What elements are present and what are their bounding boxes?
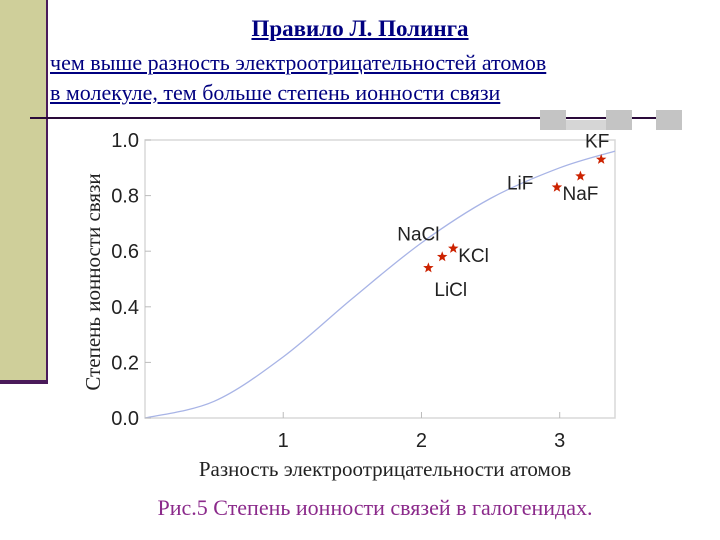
point-label-kf: KF [585,131,609,152]
points-layer: KF NaF LiF NaCl KCl LiCl [397,131,609,300]
curve-layer [144,150,616,419]
x-axis-label: Разность электроотрицательности атомов [199,457,571,481]
slide-title: Правило Л. Полинга [251,16,469,41]
deco-tile-4 [566,120,606,130]
y-ticks: 0.0 0.2 0.4 0.6 0.8 1.0 [111,130,151,430]
data-point-kcl [436,251,448,262]
title-divider [30,117,682,119]
x-ticks: 1 2 3 [278,412,565,452]
y-tick-label: 0.6 [111,241,139,263]
y-tick-label: 0.4 [111,297,139,319]
rule-text-line-2: в молекуле, тем больше степень ионности … [50,80,501,105]
deco-tile-3 [656,110,682,130]
y-tick-label: 0.8 [111,186,139,208]
y-axis-label: Степень ионности связи [81,173,105,390]
decorative-sidebar [0,0,48,382]
x-tick-label: 1 [278,430,289,452]
sidebar-foot [0,380,48,384]
figure-caption: Рис.5 Степень ионности связей в галогени… [157,495,593,520]
data-point-lif [551,181,563,192]
data-point-naf [575,170,586,181]
data-point-kf [595,153,607,164]
y-tick-label: 0.0 [111,408,139,430]
y-tick-label: 1.0 [111,130,139,152]
point-label-licl: LiCl [434,280,467,301]
y-tick-label: 0.2 [111,352,139,374]
point-label-kcl: KCl [458,246,489,267]
plot-frame [144,139,616,419]
data-point-nacl [448,242,459,253]
plot-border [144,139,616,419]
x-tick-label: 3 [554,430,565,452]
x-tick-label: 2 [416,430,427,452]
point-label-naf: NaF [562,184,598,205]
deco-tile-1 [540,110,566,130]
point-label-lif: LiF [507,173,533,194]
ionicity-curve [144,150,616,419]
data-point-licl [423,262,434,273]
rule-text-line-1: чем выше разность электроотрицательносте… [50,50,547,75]
point-label-nacl: NaCl [397,224,439,245]
deco-tile-2 [606,110,632,130]
